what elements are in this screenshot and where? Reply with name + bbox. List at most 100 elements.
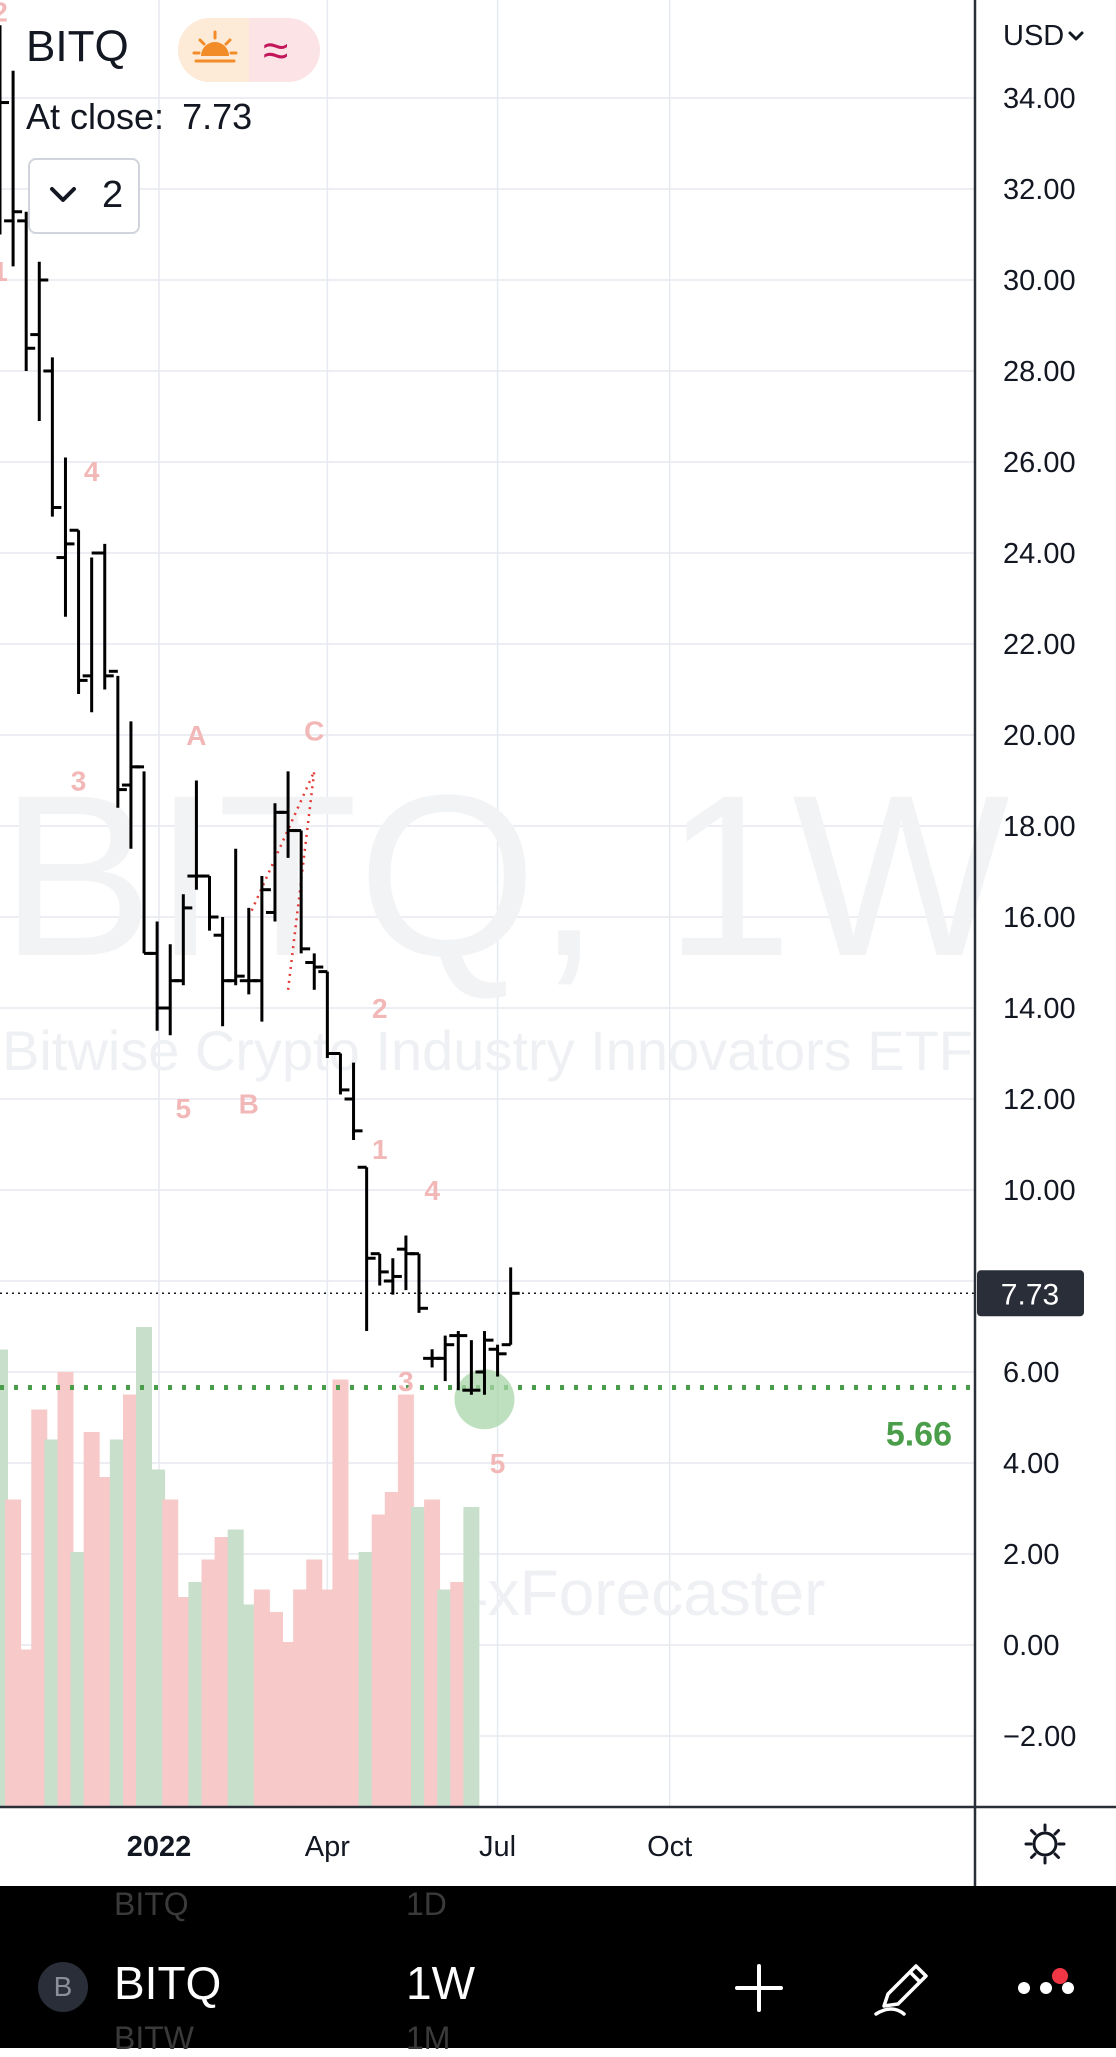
volume-bar	[162, 1499, 179, 1807]
ohlc-bar	[462, 1340, 481, 1395]
ohlc-bar	[436, 1335, 455, 1382]
price-series	[0, 25, 520, 1395]
price-tick-label: 4.00	[1003, 1448, 1059, 1480]
ohlc-bar	[69, 528, 88, 695]
volume-bar	[424, 1499, 441, 1807]
chevron-down-icon	[1068, 31, 1084, 41]
ghost-interval-above: 1D	[406, 1886, 447, 1922]
volume-bar	[188, 1582, 205, 1807]
symbol-picker[interactable]: BITQ	[114, 1957, 222, 2009]
price-tick-label: 16.00	[1003, 902, 1076, 934]
volume-bar	[227, 1529, 244, 1807]
wave-label: A	[186, 720, 206, 751]
currency-label: USD	[1003, 20, 1065, 52]
at-close-label: At close:	[26, 96, 165, 137]
ghost-symbol-above: BITQ	[114, 1886, 189, 1922]
volume-bar	[319, 1589, 336, 1807]
volume-bar	[44, 1439, 61, 1807]
volume-bar	[149, 1469, 166, 1807]
time-tick-label: Oct	[647, 1831, 692, 1863]
reference-lines: 5.66	[0, 770, 975, 1453]
ohlc-bar	[0, 25, 9, 235]
ohlc-bar	[305, 953, 324, 990]
volume-bar	[463, 1507, 480, 1807]
volume-bar	[201, 1559, 218, 1807]
chart-area[interactable]: BITQ, 1W Bitwise Crypto Industry Innovato…	[0, 0, 1116, 1886]
watermark: BITQ, 1W Bitwise Crypto Industry Innovato…	[0, 747, 1010, 1629]
price-tick-label: 26.00	[1003, 447, 1076, 479]
waves-icon: ≈	[263, 24, 289, 76]
volume-bar	[109, 1439, 126, 1807]
notification-dot	[1052, 1968, 1068, 1984]
wave-label: 2	[0, 0, 8, 28]
volume-bar	[293, 1589, 310, 1807]
at-close-value: 7.73	[182, 96, 253, 137]
price-tick-label: 10.00	[1003, 1175, 1076, 1207]
ohlc-bar	[410, 1252, 429, 1313]
time-tick-label: 2022	[127, 1831, 192, 1863]
volume-bar	[358, 1552, 375, 1807]
ohlc-bar	[174, 894, 193, 986]
volume-bar	[214, 1537, 231, 1807]
price-tick-label: 2.00	[1003, 1539, 1059, 1571]
price-tick-label: 32.00	[1003, 174, 1076, 206]
volume-bar	[384, 1492, 401, 1807]
volume-bar	[0, 1349, 8, 1807]
volume-bar	[136, 1327, 153, 1807]
volume-bar	[57, 1372, 74, 1807]
volume-bar	[70, 1552, 87, 1807]
ohlc-bar	[449, 1331, 468, 1391]
ohlc-bar	[17, 211, 36, 371]
volume-bar	[5, 1499, 22, 1807]
settings-icon[interactable]	[1023, 1822, 1067, 1866]
plus-icon[interactable]	[733, 1962, 785, 2014]
volume-bar	[18, 1649, 35, 1807]
price-tick-label: 0.00	[1003, 1630, 1059, 1662]
volume-bar	[411, 1507, 428, 1807]
volume-bar	[397, 1394, 414, 1807]
wave-label: 4	[424, 1175, 440, 1206]
ohlc-bar	[344, 1062, 363, 1140]
ohlc-bar	[95, 543, 114, 690]
ohlc-bar	[252, 876, 271, 1022]
bottom-toolbar: BITQ 1D B BITQ 1W BITW 1M	[0, 1886, 1116, 2056]
currency-selector[interactable]: USD	[1003, 20, 1085, 53]
ohlc-bar	[30, 261, 49, 422]
time-tick-label: Apr	[305, 1831, 350, 1863]
volume-bar	[253, 1589, 270, 1807]
ghost-symbol-below: BITW	[114, 2020, 194, 2056]
price-tick-label: 12.00	[1003, 1084, 1076, 1116]
support-marker	[454, 1369, 515, 1430]
pencil-icon[interactable]	[872, 1956, 936, 2020]
volume-bar	[31, 1409, 48, 1807]
ohlc-bar	[226, 848, 245, 986]
price-tick-label: 24.00	[1003, 538, 1076, 570]
session-toggle[interactable]: ≈	[178, 18, 320, 82]
wave-label: 3	[398, 1366, 414, 1397]
ohlc-bar	[82, 551, 101, 713]
ohlc-bar	[383, 1258, 402, 1295]
interval-picker[interactable]: 1W	[406, 1957, 475, 2009]
ohlc-bar	[108, 669, 127, 808]
ohlc-bar	[475, 1331, 494, 1395]
price-tick-label: 20.00	[1003, 720, 1076, 752]
price-tick-label: −2.00	[1003, 1721, 1076, 1753]
volume-bar	[371, 1514, 388, 1807]
wave-label: 2	[372, 993, 388, 1024]
wave-label: 5	[490, 1448, 506, 1479]
time-tick-label: Jul	[479, 1831, 516, 1863]
symbol-label[interactable]: BITQ	[26, 22, 129, 71]
ohlc-bar	[501, 1267, 520, 1347]
volume-bar	[83, 1432, 100, 1807]
indicators-collapse-button[interactable]: 2	[28, 158, 140, 234]
volume-bar	[345, 1559, 362, 1807]
ghost-interval-below: 1M	[406, 2020, 451, 2056]
chevron-down-icon	[50, 187, 76, 202]
at-close: At close: 7.73	[26, 96, 252, 138]
more-icon[interactable]	[1016, 1978, 1076, 1998]
ohlc-bar	[357, 1165, 376, 1332]
ohlc-bar	[200, 874, 219, 931]
indicator-count: 2	[102, 174, 124, 216]
volume-bar	[240, 1604, 257, 1807]
price-tick-label: 28.00	[1003, 356, 1076, 388]
